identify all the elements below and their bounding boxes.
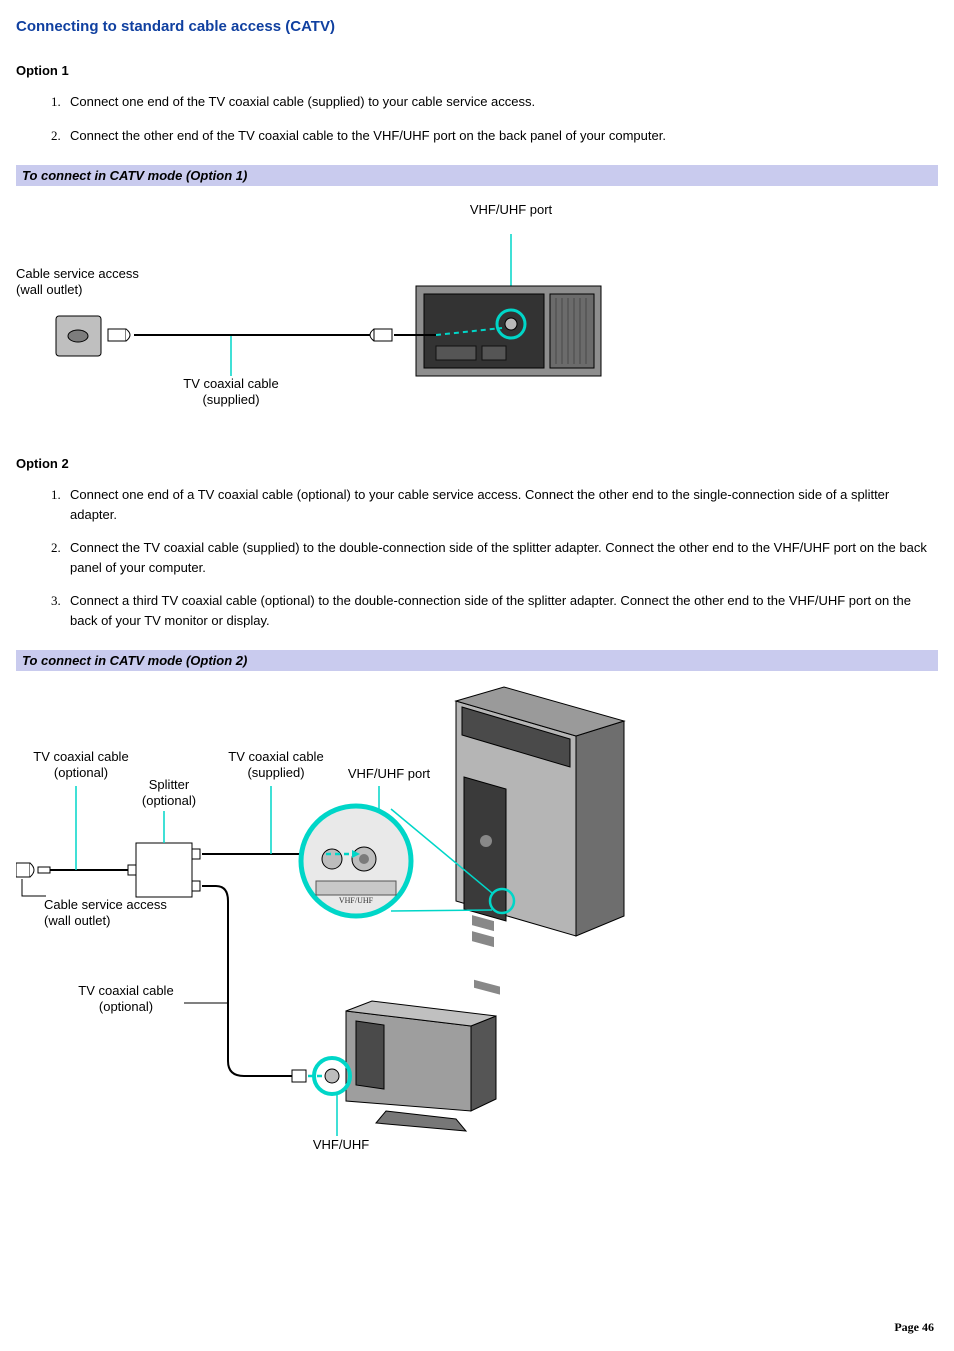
diagram-label-coax-supplied: TV coaxial cable (supplied) (206, 749, 346, 782)
option2-banner: To connect in CATV mode (Option 2) (16, 650, 938, 671)
diagram-label-vhf-port: VHF/UHF port (446, 202, 576, 218)
list-item: Connect the other end of the TV coaxial … (64, 126, 938, 146)
list-item: Connect one end of the TV coaxial cable … (64, 92, 938, 112)
option1-svg (16, 196, 616, 426)
diagram-label-wall-outlet: Cable service access (wall outlet) (44, 897, 219, 930)
list-item: Connect a third TV coaxial cable (option… (64, 591, 938, 630)
label-line: (optional) (142, 793, 196, 808)
diagram-label-coax: TV coaxial cable (supplied) (156, 376, 306, 409)
label-line: (supplied) (202, 392, 259, 407)
label-line: Cable service access (16, 266, 139, 281)
option2-steps: Connect one end of a TV coaxial cable (o… (16, 485, 938, 630)
option1-diagram: VHF/UHF port Cable service access (wall … (16, 196, 636, 426)
label-line: (wall outlet) (44, 913, 110, 928)
option1-steps: Connect one end of the TV coaxial cable … (16, 92, 938, 145)
page-footer: Page 46 (894, 1320, 934, 1335)
diagram-label-wall-outlet: Cable service access (wall outlet) (16, 266, 206, 299)
label-line: (optional) (54, 765, 108, 780)
svg-text:VHF/UHF: VHF/UHF (339, 896, 374, 905)
label-line: (optional) (99, 999, 153, 1014)
document-page: Connecting to standard cable access (CAT… (0, 0, 954, 1351)
label-line: (wall outlet) (16, 282, 82, 297)
list-item: Connect one end of a TV coaxial cable (o… (64, 485, 938, 524)
label-line: (supplied) (247, 765, 304, 780)
footer-label: Page (894, 1320, 919, 1334)
option2-diagram: VHF/UHF TV coax (16, 681, 636, 1171)
diagram-label-splitter: Splitter (optional) (124, 777, 214, 810)
label-line: TV coaxial cable (183, 376, 278, 391)
option1-banner: To connect in CATV mode (Option 1) (16, 165, 938, 186)
label-line: Splitter (149, 777, 189, 792)
option2-heading: Option 2 (16, 456, 938, 471)
diagram-label-vhf-port: VHF/UHF port (334, 766, 444, 782)
diagram-label-coax-optional2: TV coaxial cable (optional) (56, 983, 196, 1016)
footer-number: 46 (922, 1320, 934, 1334)
diagram-label-vhf-uhf: VHF/UHF (296, 1137, 386, 1153)
page-title: Connecting to standard cable access (CAT… (16, 18, 938, 35)
list-item: Connect the TV coaxial cable (supplied) … (64, 538, 938, 577)
label-line: TV coaxial cable (228, 749, 323, 764)
label-line: TV coaxial cable (33, 749, 128, 764)
option1-heading: Option 1 (16, 63, 938, 78)
label-line: TV coaxial cable (78, 983, 173, 998)
label-line: Cable service access (44, 897, 167, 912)
